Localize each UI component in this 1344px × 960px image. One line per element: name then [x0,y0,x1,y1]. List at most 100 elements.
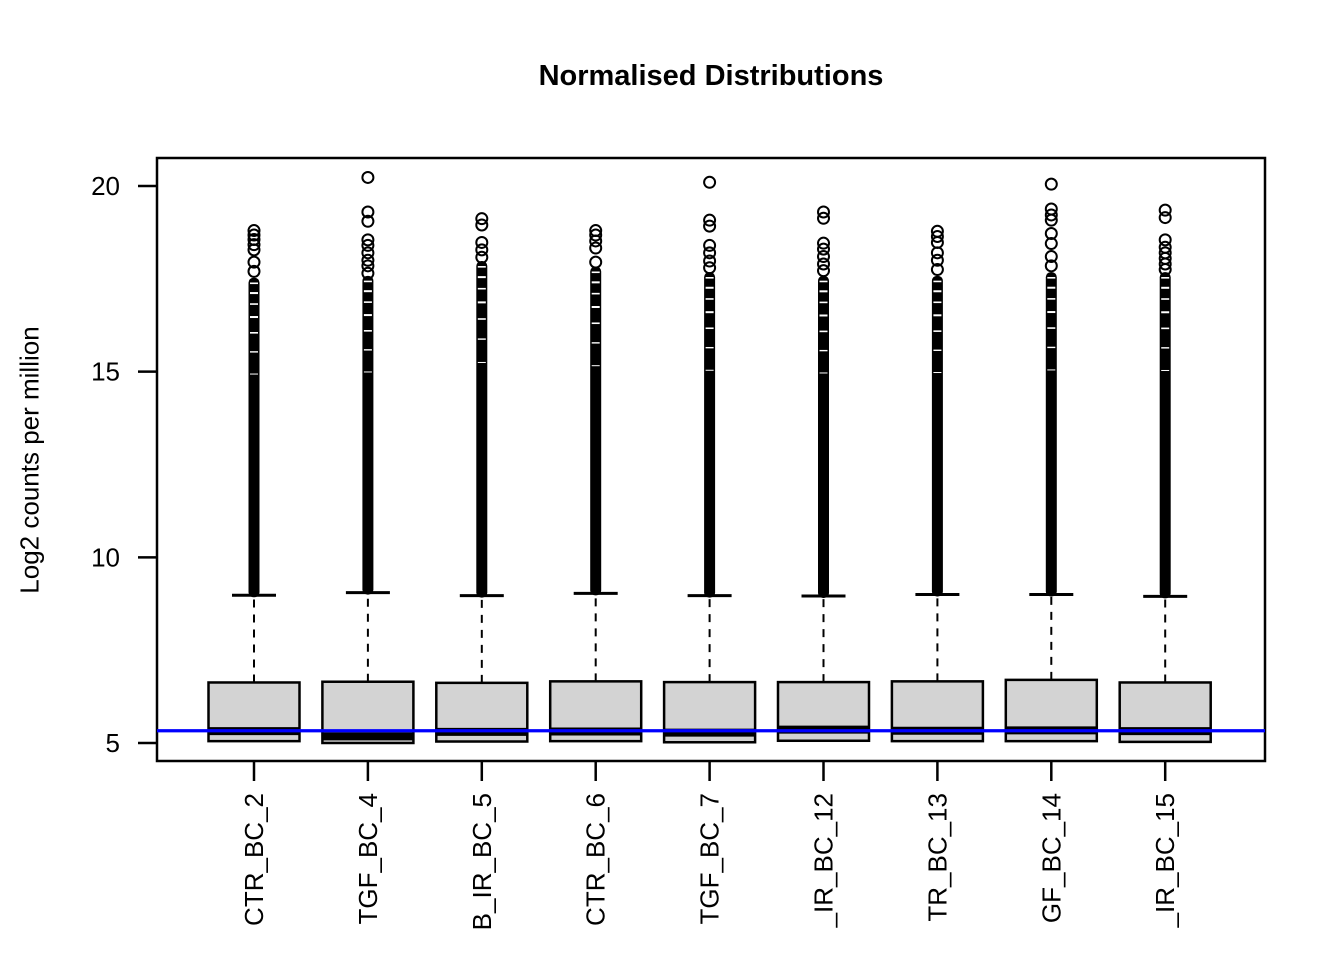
y-tick-label: 10 [91,542,120,572]
outlier-point [361,205,375,219]
outlier-point [361,259,375,273]
outlier-point [247,255,261,269]
dense-column-gap [819,314,828,317]
outlier-point [817,264,830,278]
outlier-point [475,243,489,257]
y-tick-label: 20 [91,171,120,201]
outlier-point [1044,250,1058,264]
dense-column-gap [250,292,258,295]
outlier-point [1044,177,1058,191]
outlier-point [703,213,717,227]
dense-column-gap [819,349,828,352]
dense-column-gap [933,280,942,283]
dense-column-gap [1161,369,1170,371]
dense-column-gap [363,290,372,293]
outlier-point [1158,246,1172,260]
dense-column-gap [591,292,600,295]
dense-column-gap [933,314,942,317]
dense-column-gap [1161,311,1170,314]
outlier-point [930,263,944,277]
dense-column-gap [705,311,714,314]
outlier-point [475,212,489,226]
outlier-point [703,261,717,275]
dense-column-gap [477,301,486,304]
outlier-point [361,170,375,184]
dense-column-gap [591,322,600,325]
x-tick-label: B_IR_BC_5 [467,793,497,930]
dense-column-gap [591,342,600,344]
outlier-dense-column [362,275,374,595]
x-tick-label: TR_BC_13 [922,793,952,922]
outlier-dense-column [1045,272,1057,597]
chart-title: Normalised Distributions [538,60,884,92]
dense-column-gap [819,290,828,293]
dense-column-gap [591,271,600,274]
outlier-point [361,238,375,252]
outlier-point [1158,211,1172,225]
outlier-point [817,211,830,225]
dense-column-gap [1047,298,1056,300]
y-tick-label: 15 [91,357,120,387]
dense-column-gap [1161,277,1170,279]
outlier-dense-column [248,277,260,598]
outlier-point [247,224,261,238]
dense-column-gap [819,301,828,304]
plot-border [155,156,1267,763]
outlier-point [930,230,944,244]
dense-column-gap [1047,286,1056,289]
outlier-point [361,233,375,247]
x-tick-label: CTR_BC_6 [581,793,611,926]
outlier-point [817,242,830,256]
outlier-point [1044,202,1058,216]
outlier-point [1158,240,1172,254]
dense-column-gap [1161,298,1170,300]
outlier-point [1158,233,1172,247]
outlier-dense-column [931,275,943,597]
dense-column-gap [363,349,372,351]
x-tick-label: _IR_BC_12 [809,793,839,928]
dense-column-gap [819,372,828,374]
outlier-point [589,255,603,269]
outlier-point [817,257,830,271]
dense-column-gap [250,282,258,285]
dense-column-gap [1161,347,1170,349]
y-tick-label: 5 [106,728,120,758]
outlier-dense-column [704,272,716,598]
dense-column-gap [819,280,828,283]
outlier-point [703,238,717,252]
outlier-point [589,241,603,255]
x-tick-label: GF_BC_14 [1036,793,1066,923]
dense-column-gap [1047,327,1056,329]
x-tick-label: TGF_BC_7 [695,793,725,925]
outlier-dense-column [818,275,829,598]
dense-column-gap [591,306,600,309]
dense-column-gap [1047,276,1056,279]
outlier-point [1044,227,1058,241]
dense-column-gap [250,303,258,305]
outlier-point [930,253,944,267]
outlier-point [247,264,261,278]
dense-column-gap [1047,346,1056,349]
outlier-point [930,224,944,238]
dense-column-gap [250,351,258,353]
dense-column-gap [705,286,714,289]
dense-column-gap [363,280,372,283]
outlier-point [703,219,717,233]
outlier-point [475,250,489,264]
dense-column-gap [1047,311,1056,314]
dense-column-gap [363,314,372,317]
dense-column-gap [250,316,258,319]
outlier-point [247,232,261,246]
outlier-point [1044,208,1058,222]
dense-column-gap [363,301,372,303]
dense-column-gap [477,276,486,279]
outlier-point [247,228,261,242]
dense-column-gap [250,332,258,334]
outlier-point [1044,259,1058,273]
outlier-point [475,218,489,232]
dense-column-gap [591,281,600,284]
outlier-point [589,224,603,238]
dense-column-gap [1161,286,1170,289]
outlier-point [361,253,375,267]
x-tick-label: CTR_BC_2 [239,793,269,926]
